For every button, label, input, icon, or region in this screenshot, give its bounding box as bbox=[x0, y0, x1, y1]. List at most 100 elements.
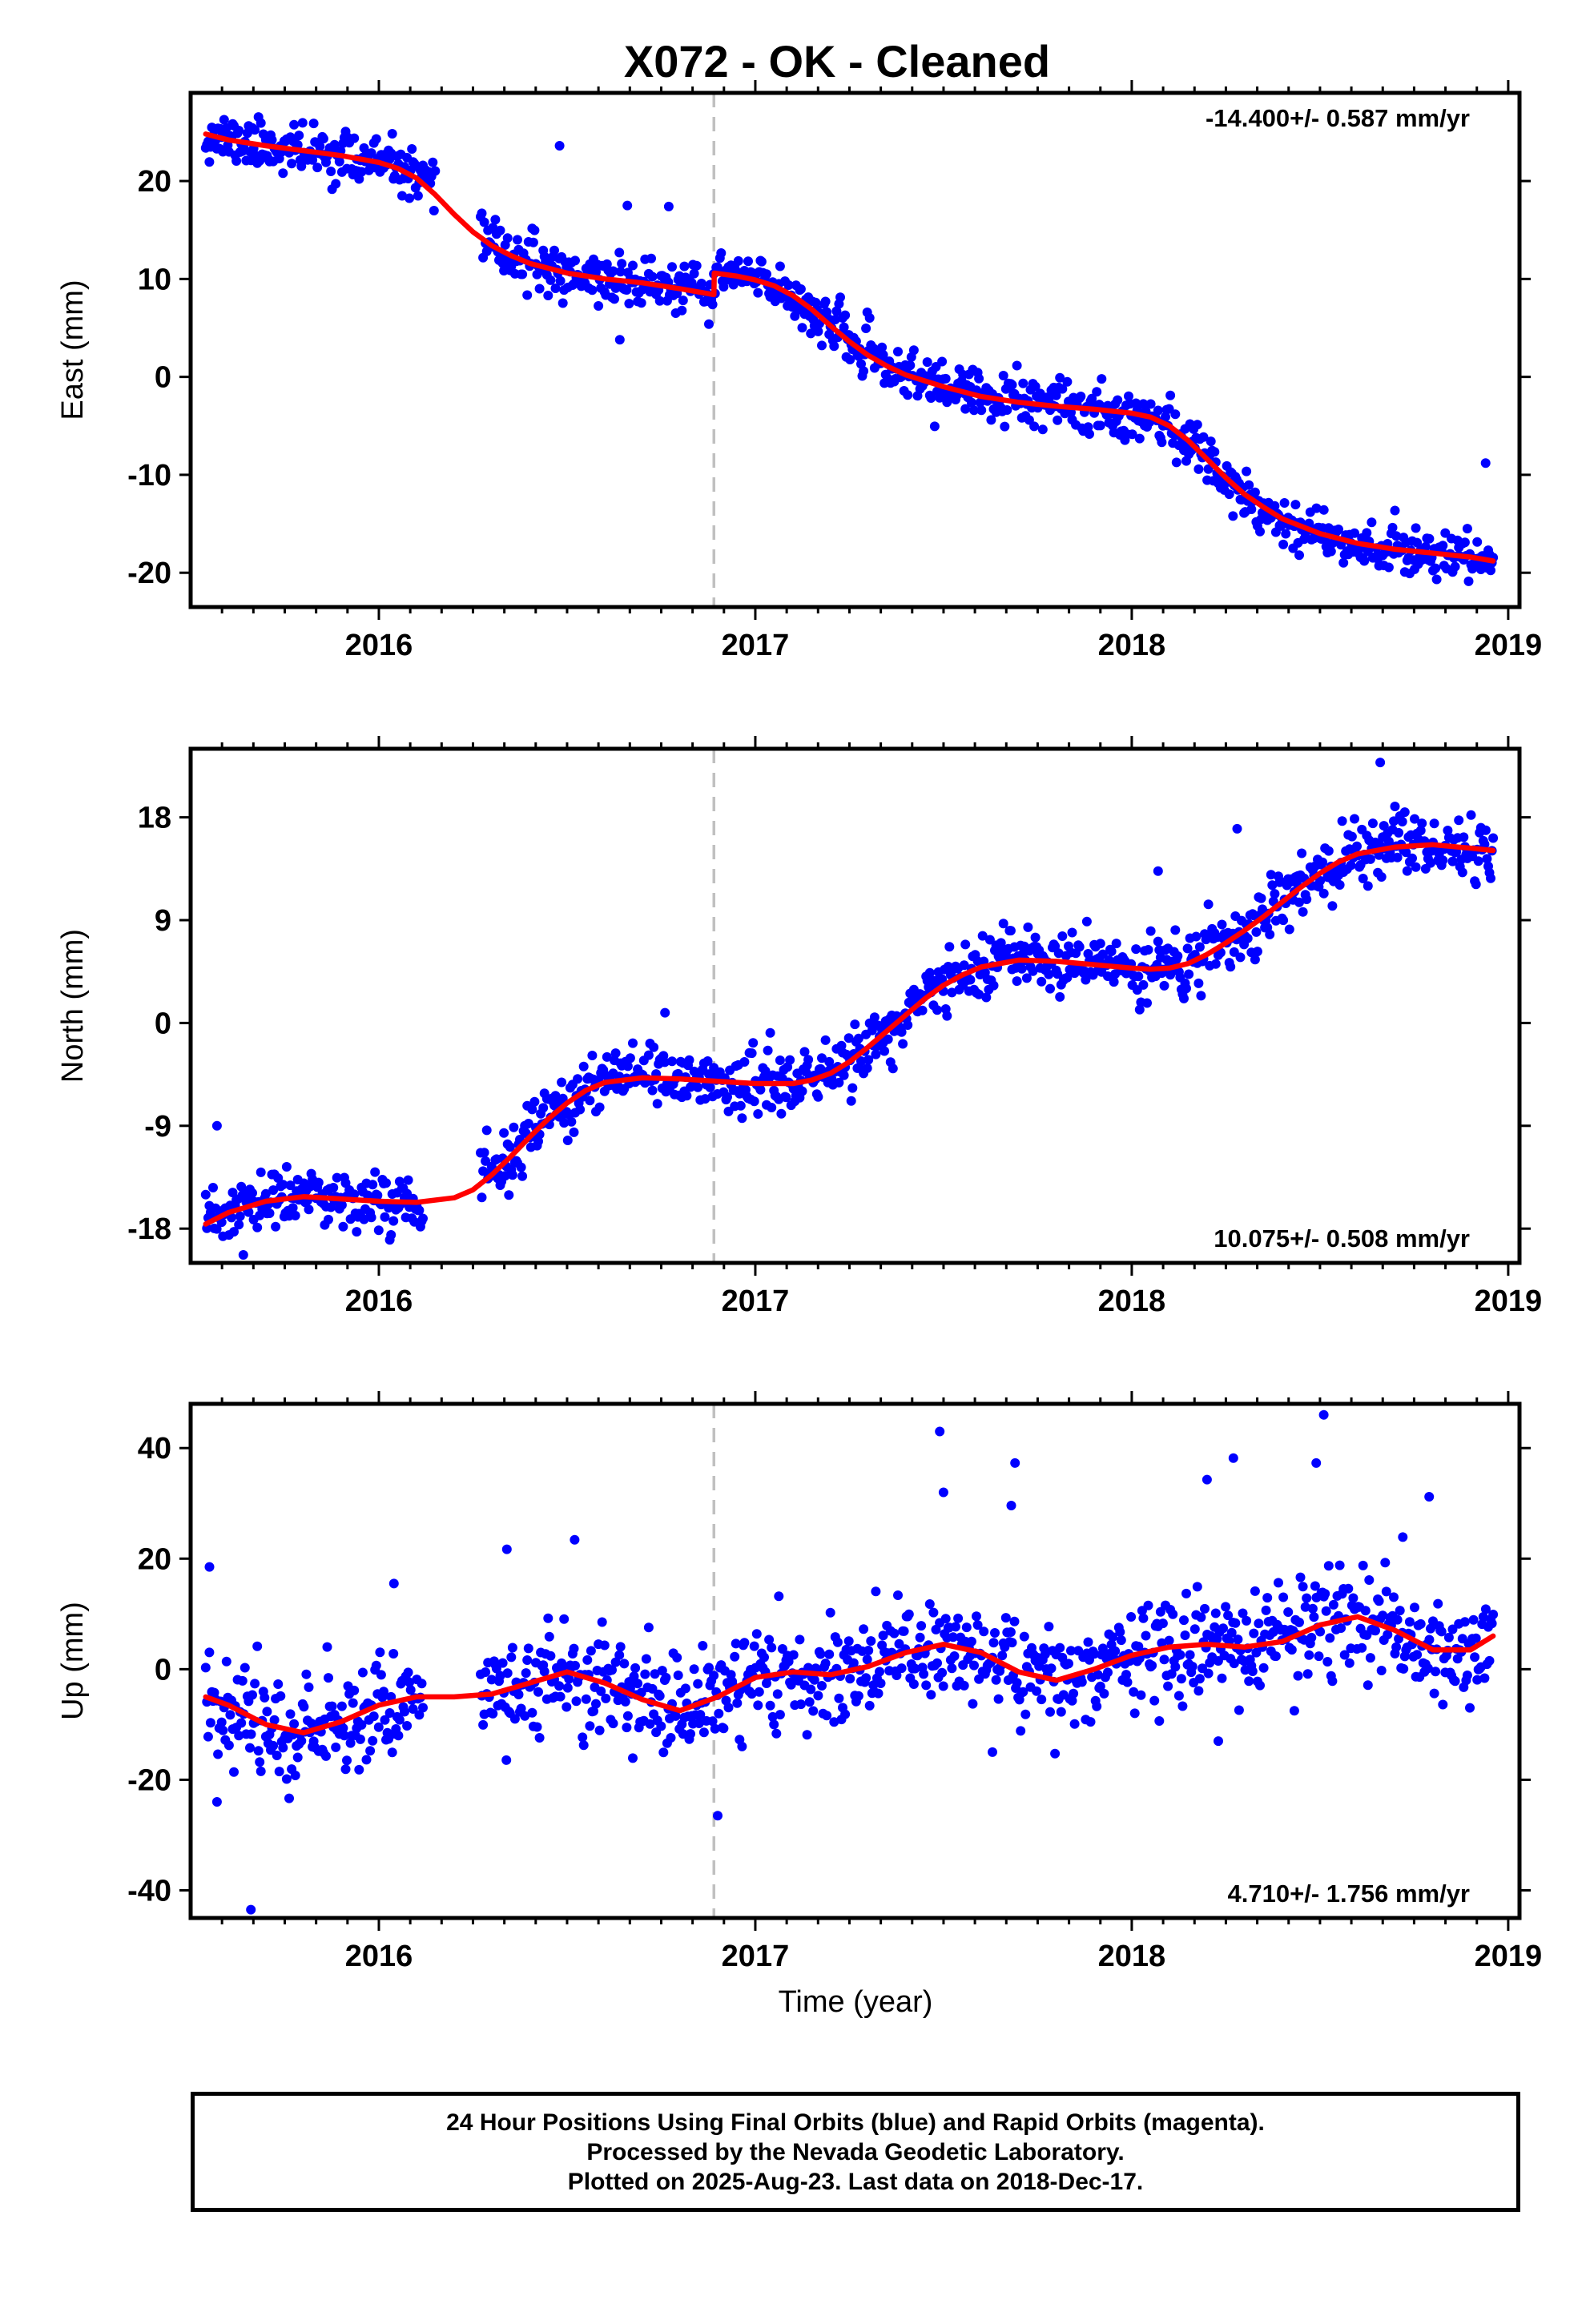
data-point bbox=[1258, 1663, 1269, 1673]
data-point bbox=[753, 1109, 763, 1119]
data-point bbox=[797, 1086, 807, 1096]
data-point bbox=[767, 1642, 777, 1653]
data-point bbox=[1426, 858, 1435, 868]
data-point bbox=[375, 1647, 385, 1658]
data-point bbox=[1486, 565, 1495, 576]
data-point bbox=[667, 262, 677, 272]
data-point bbox=[297, 118, 308, 128]
data-point bbox=[336, 1701, 347, 1711]
data-point bbox=[1198, 432, 1209, 442]
data-point bbox=[1350, 528, 1359, 538]
data-point bbox=[1030, 932, 1041, 943]
data-point bbox=[620, 1696, 630, 1707]
data-point bbox=[1145, 399, 1156, 409]
data-point bbox=[1479, 839, 1490, 850]
data-point bbox=[557, 1662, 568, 1672]
data-point bbox=[1337, 816, 1347, 826]
data-point bbox=[481, 1156, 491, 1166]
data-point bbox=[1179, 1615, 1189, 1626]
data-point bbox=[1062, 972, 1073, 983]
data-point bbox=[839, 322, 849, 332]
data-point bbox=[1321, 1606, 1331, 1616]
data-point bbox=[1462, 1671, 1472, 1680]
data-point bbox=[924, 1599, 935, 1609]
data-point bbox=[619, 1659, 630, 1669]
data-point bbox=[204, 157, 215, 167]
data-point bbox=[1486, 873, 1495, 883]
data-point bbox=[924, 967, 935, 978]
data-point bbox=[516, 1162, 526, 1172]
data-point bbox=[1322, 1657, 1333, 1667]
data-point bbox=[1365, 1653, 1375, 1663]
data-point bbox=[569, 1643, 579, 1654]
data-point bbox=[393, 1731, 404, 1741]
data-point bbox=[1093, 1670, 1103, 1680]
data-point bbox=[713, 1811, 723, 1821]
data-point bbox=[1338, 557, 1349, 568]
data-point bbox=[694, 1719, 704, 1728]
data-point bbox=[1136, 1690, 1146, 1700]
data-point bbox=[223, 1740, 234, 1751]
data-point bbox=[953, 1613, 964, 1623]
data-point bbox=[544, 1631, 554, 1642]
data-point bbox=[268, 1185, 279, 1196]
data-point bbox=[615, 267, 626, 277]
data-point bbox=[331, 179, 341, 189]
data-point bbox=[529, 1096, 540, 1107]
data-point bbox=[1482, 854, 1492, 864]
data-point bbox=[538, 1103, 549, 1113]
data-point bbox=[559, 1614, 570, 1624]
data-point bbox=[1429, 1688, 1439, 1699]
footer-line-1: 24 Hour Positions Using Final Orbits (bl… bbox=[446, 2109, 1265, 2136]
data-point bbox=[1224, 489, 1234, 500]
data-point bbox=[1297, 848, 1307, 858]
data-point bbox=[1000, 421, 1010, 432]
data-point bbox=[961, 1622, 972, 1633]
data-point bbox=[1217, 1673, 1227, 1683]
data-point bbox=[1358, 1560, 1368, 1570]
data-point bbox=[747, 1689, 757, 1699]
data-point bbox=[772, 1689, 783, 1699]
footer-line-2: Processed by the Nevada Geodetic Laborat… bbox=[586, 2138, 1125, 2165]
data-point bbox=[543, 291, 553, 300]
data-point bbox=[596, 1686, 606, 1696]
data-point bbox=[1450, 561, 1460, 572]
data-point bbox=[338, 1723, 348, 1733]
data-point bbox=[1221, 1602, 1231, 1612]
data-point bbox=[1009, 1616, 1020, 1626]
data-point bbox=[949, 1651, 960, 1661]
data-point bbox=[942, 1011, 952, 1021]
data-point bbox=[966, 1636, 976, 1647]
data-point bbox=[771, 1728, 782, 1739]
data-point bbox=[1375, 758, 1386, 768]
data-point bbox=[707, 300, 718, 310]
data-point bbox=[940, 1614, 951, 1624]
data-point bbox=[557, 298, 568, 308]
data-point bbox=[908, 1679, 919, 1689]
data-point bbox=[1159, 1655, 1169, 1665]
data-point bbox=[400, 1707, 409, 1717]
data-point bbox=[1153, 405, 1163, 416]
data-point bbox=[1056, 1707, 1066, 1717]
data-point bbox=[1334, 880, 1345, 890]
data-point bbox=[1131, 944, 1141, 955]
data-point bbox=[381, 1178, 391, 1188]
up-data-points bbox=[200, 1409, 1499, 1915]
data-point bbox=[1083, 1637, 1093, 1647]
data-point bbox=[1399, 807, 1410, 818]
data-point bbox=[1018, 378, 1028, 388]
data-point bbox=[387, 129, 397, 139]
data-point bbox=[1191, 931, 1202, 942]
data-point bbox=[591, 267, 601, 277]
data-point bbox=[1138, 1613, 1149, 1623]
data-point bbox=[889, 1628, 900, 1638]
data-point bbox=[387, 1747, 397, 1758]
data-point bbox=[559, 1118, 570, 1128]
data-point bbox=[896, 1027, 907, 1037]
data-point bbox=[581, 1694, 591, 1704]
data-point bbox=[1126, 1612, 1137, 1622]
data-point bbox=[1398, 1532, 1408, 1542]
data-point bbox=[1447, 1624, 1458, 1634]
data-point bbox=[1362, 528, 1372, 538]
data-point bbox=[748, 1038, 759, 1048]
